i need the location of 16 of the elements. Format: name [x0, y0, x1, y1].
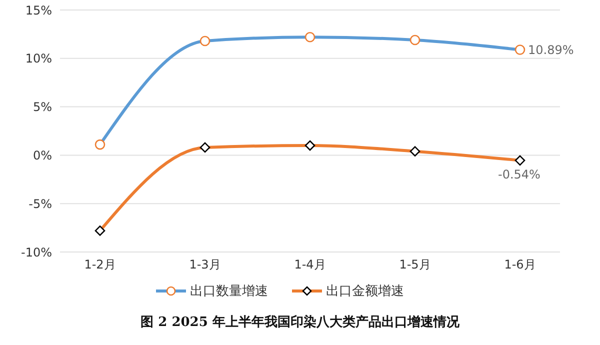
y-tick-label: 10%: [25, 52, 52, 66]
x-tick-label: 1-6月: [504, 258, 536, 272]
x-tick-label: 1-4月: [294, 258, 326, 272]
x-tick-label: 1-5月: [399, 258, 431, 272]
legend-label: 出口金额增速: [326, 283, 404, 300]
legend-label: 出口数量增速: [190, 283, 268, 300]
y-tick-label: 0%: [32, 148, 52, 162]
y-tick-label: 15%: [25, 3, 52, 18]
y-tick-label: -10%: [20, 245, 52, 260]
y-tick-label: 5%: [32, 100, 52, 114]
x-tick-label: 1-3月: [189, 258, 221, 272]
data-label: 10.89%: [528, 42, 574, 57]
data-label: -0.54%: [498, 167, 540, 182]
text: 图 2 2025 年上半年我国印染八大类产品出口增速情况: [140, 314, 460, 331]
x-tick-label: 1-2月: [84, 258, 116, 272]
y-tick-label: -5%: [28, 196, 52, 211]
